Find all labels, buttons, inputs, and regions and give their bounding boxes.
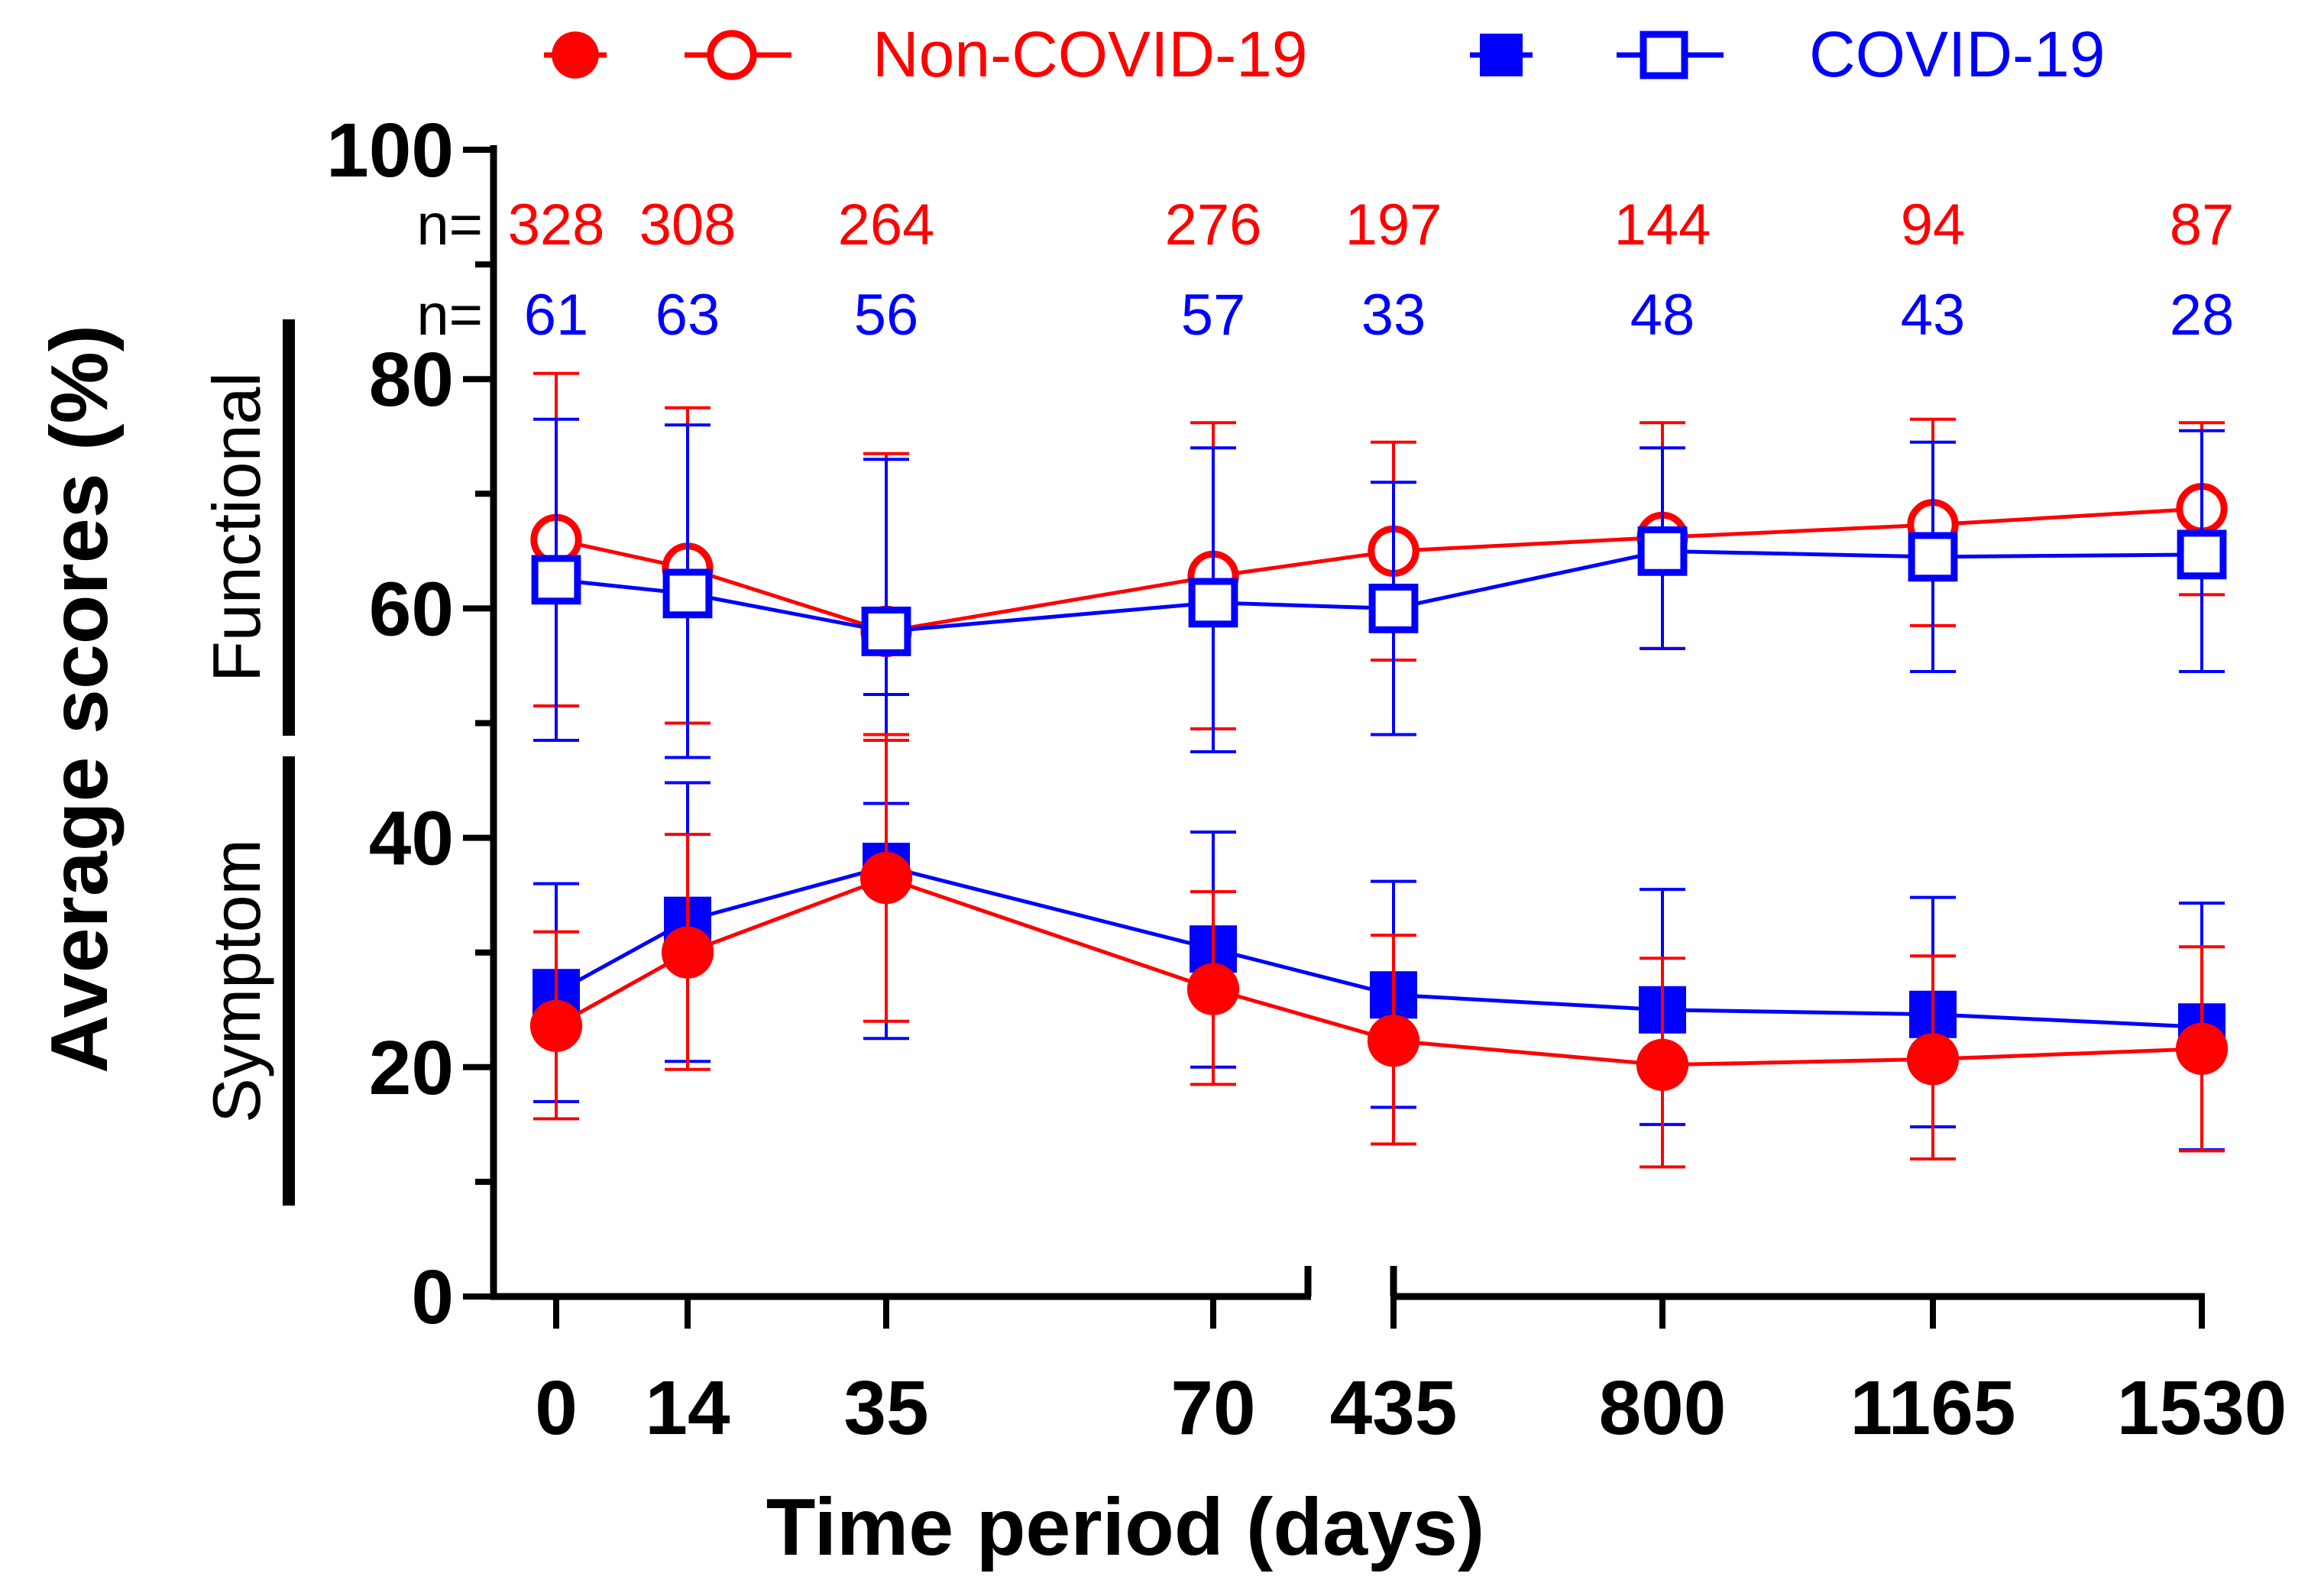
y-tick-label-80: 80 — [369, 337, 454, 422]
legend-label-non-covid: Non-COVID-19 — [872, 18, 1308, 90]
n-prefix-covid: n= — [416, 283, 483, 348]
data-point-non-covid-19-symptom-1530 — [2175, 1022, 2229, 1075]
n-count-non-covid-14: 308 — [639, 193, 736, 257]
n-count-non-covid-1165: 94 — [1901, 193, 1966, 257]
x-axis-title: Time period (days) — [766, 1482, 1485, 1572]
data-point-non-covid-19-symptom-35 — [859, 852, 913, 905]
n-count-covid-14: 63 — [655, 283, 720, 348]
series-line-non-covid-19-functional — [555, 507, 2203, 633]
axes: 0 20 40 60 80 100 0 14 35 70 435 800 1165 1530 — [326, 108, 2287, 1451]
n-count-non-covid-35: 264 — [838, 193, 935, 257]
symptom-bracket-label: Symptom — [199, 839, 274, 1123]
x-tick-label-1165: 1165 — [1850, 1365, 2016, 1451]
n-count-covid-0: 61 — [524, 283, 589, 348]
x-tick-label-435: 435 — [1330, 1365, 1458, 1451]
legend-marker-filled-covid — [1480, 34, 1523, 76]
n-count-non-covid-0: 328 — [508, 193, 605, 257]
y-tick-label-100: 100 — [326, 108, 454, 193]
series-covid-19-symptom — [532, 692, 2225, 1151]
data-point-covid-19-functional-0 — [531, 555, 581, 605]
x-tick-label-14: 14 — [645, 1365, 730, 1451]
data-point-covid-19-functional-70 — [1188, 578, 1238, 628]
y-axis-title: Average scores (%) — [34, 325, 125, 1073]
y-tick-label-60: 60 — [369, 566, 454, 652]
n-count-non-covid-70: 276 — [1165, 193, 1262, 257]
data-point-non-covid-19-symptom-435 — [1367, 1015, 1420, 1067]
series-line-covid-19-functional — [555, 549, 2203, 633]
n-count-covid-1165: 43 — [1901, 283, 1966, 348]
x-tick-label-1530: 1530 — [2117, 1365, 2287, 1451]
data-point-covid-19-functional-1165 — [1908, 532, 1958, 582]
data-point-non-covid-19-symptom-70 — [1186, 963, 1240, 1015]
n-count-non-covid-800: 144 — [1614, 193, 1711, 257]
n-count-covid-70: 57 — [1181, 283, 1246, 348]
x-tick-label-800: 800 — [1599, 1365, 1727, 1451]
n-count-non-covid-1530: 87 — [2170, 193, 2235, 257]
n-count-covid-1530: 28 — [2170, 283, 2235, 348]
n-count-covid-435: 33 — [1361, 283, 1426, 348]
legend-marker-filled-non-covid — [552, 31, 599, 79]
n-count-non-covid-435: 197 — [1345, 193, 1442, 257]
symptom-bracket-bar — [283, 756, 295, 1206]
x-tick-label-35: 35 — [843, 1365, 928, 1451]
data-point-covid-19-functional-1530 — [2177, 529, 2227, 580]
n-prefix-non-covid: n= — [416, 193, 483, 257]
n-count-covid-35: 56 — [854, 283, 919, 348]
functional-bracket-bar — [283, 319, 295, 736]
n-count-labels: n= 328 308 264 276 197 144 94 87 n= 61 63 56 57 33 48 43… — [416, 193, 2234, 348]
legend-label-covid: COVID-19 — [1809, 18, 2105, 90]
legend: Non-COVID-19 COVID-19 — [544, 18, 2105, 90]
data-point-covid-19-functional-800 — [1637, 526, 1688, 576]
functional-bracket-label: Functional — [199, 372, 274, 682]
y-tick-label-20: 20 — [369, 1025, 454, 1111]
series-covid-19-functional — [531, 417, 2227, 805]
data-point-covid-19-functional-14 — [662, 568, 713, 619]
y-tick-label-0: 0 — [411, 1254, 454, 1340]
data-point-covid-19-functional-35 — [861, 607, 911, 656]
legend-marker-open-covid — [1640, 31, 1688, 79]
plot-area — [529, 371, 2229, 1169]
legend-marker-open-non-covid — [707, 30, 757, 80]
series-line-covid-19-symptom — [555, 864, 2203, 1029]
y-tick-label-40: 40 — [369, 796, 454, 882]
n-count-covid-800: 48 — [1630, 283, 1695, 348]
x-tick-label-70: 70 — [1170, 1365, 1255, 1451]
series-line-non-covid-19-symptom — [555, 876, 2203, 1067]
bracket-labels: Functional Symptom — [199, 319, 295, 1206]
data-point-non-covid-19-symptom-800 — [1636, 1038, 1689, 1091]
data-point-covid-19-functional-435 — [1368, 584, 1419, 633]
x-tick-label-0: 0 — [535, 1365, 578, 1451]
data-point-non-covid-19-symptom-14 — [661, 926, 714, 979]
data-point-non-covid-19-symptom-0 — [529, 999, 583, 1052]
data-point-non-covid-19-symptom-1165 — [1906, 1033, 1960, 1086]
series-non-covid-19-symptom — [529, 733, 2229, 1169]
